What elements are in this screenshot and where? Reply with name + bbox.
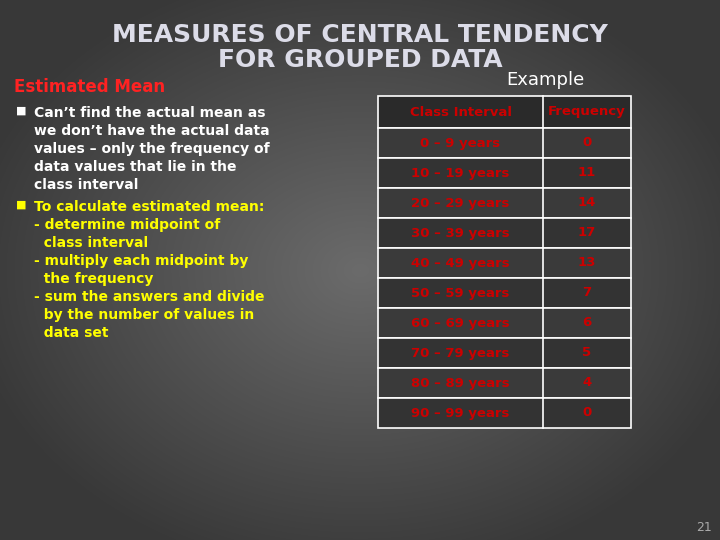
Bar xyxy=(378,128,631,158)
Text: 11: 11 xyxy=(578,166,596,179)
Text: the frequency: the frequency xyxy=(34,272,153,286)
Text: 10 – 19 years: 10 – 19 years xyxy=(411,166,510,179)
Bar xyxy=(378,308,631,338)
Text: 0: 0 xyxy=(582,407,592,420)
Text: 0: 0 xyxy=(582,137,592,150)
Text: 6: 6 xyxy=(582,316,592,329)
Text: - multiply each midpoint by: - multiply each midpoint by xyxy=(34,254,248,268)
Text: 90 – 99 years: 90 – 99 years xyxy=(411,407,510,420)
Text: 21: 21 xyxy=(696,521,712,534)
Text: 50 – 59 years: 50 – 59 years xyxy=(411,287,510,300)
Text: To calculate estimated mean:: To calculate estimated mean: xyxy=(34,200,264,214)
Text: values – only the frequency of: values – only the frequency of xyxy=(34,142,269,156)
Text: Example: Example xyxy=(506,71,584,89)
Bar xyxy=(378,248,631,278)
Text: 60 – 69 years: 60 – 69 years xyxy=(411,316,510,329)
Text: 17: 17 xyxy=(578,226,596,240)
Bar xyxy=(378,338,631,368)
Text: class interval: class interval xyxy=(34,236,148,250)
Text: - sum the answers and divide: - sum the answers and divide xyxy=(34,290,264,304)
Text: Estimated Mean: Estimated Mean xyxy=(14,78,165,96)
Text: 13: 13 xyxy=(578,256,596,269)
Text: ■: ■ xyxy=(16,106,27,116)
Text: data values that lie in the: data values that lie in the xyxy=(34,160,236,174)
Text: 5: 5 xyxy=(582,347,592,360)
Text: Can’t find the actual mean as: Can’t find the actual mean as xyxy=(34,106,266,120)
Text: Frequency: Frequency xyxy=(548,105,626,118)
Text: by the number of values in: by the number of values in xyxy=(34,308,254,322)
Text: 0 – 9 years: 0 – 9 years xyxy=(420,137,500,150)
Text: 40 – 49 years: 40 – 49 years xyxy=(411,256,510,269)
Text: 70 – 79 years: 70 – 79 years xyxy=(411,347,510,360)
Text: MEASURES OF CENTRAL TENDENCY: MEASURES OF CENTRAL TENDENCY xyxy=(112,23,608,47)
Text: 80 – 89 years: 80 – 89 years xyxy=(411,376,510,389)
Bar xyxy=(378,188,631,218)
Bar xyxy=(378,158,631,188)
Bar xyxy=(378,368,631,398)
Text: ■: ■ xyxy=(16,200,27,210)
Text: data set: data set xyxy=(34,326,109,340)
Bar xyxy=(378,398,631,428)
Text: Class Interval: Class Interval xyxy=(410,105,511,118)
Text: FOR GROUPED DATA: FOR GROUPED DATA xyxy=(217,48,503,72)
Text: we don’t have the actual data: we don’t have the actual data xyxy=(34,124,269,138)
Text: 14: 14 xyxy=(578,197,596,210)
Text: 20 – 29 years: 20 – 29 years xyxy=(411,197,510,210)
Text: - determine midpoint of: - determine midpoint of xyxy=(34,218,220,232)
Text: 30 – 39 years: 30 – 39 years xyxy=(411,226,510,240)
Bar xyxy=(378,278,631,308)
Text: class interval: class interval xyxy=(34,178,138,192)
Text: 7: 7 xyxy=(582,287,592,300)
Text: 4: 4 xyxy=(582,376,592,389)
Bar xyxy=(378,96,631,128)
Bar xyxy=(378,218,631,248)
